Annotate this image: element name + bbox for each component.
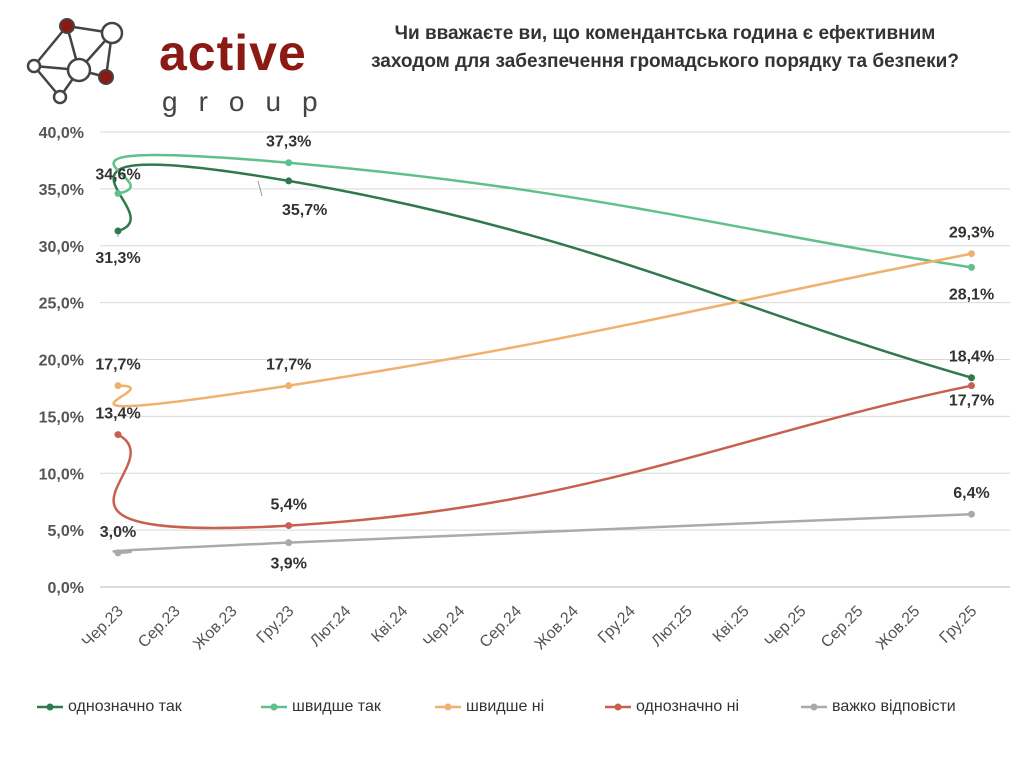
data-label: 34,6%	[95, 166, 140, 183]
series-line	[112, 512, 972, 555]
x-tick-label: Сер.24	[477, 603, 526, 652]
series-line	[112, 252, 972, 408]
legend-item: швидше так	[260, 698, 381, 716]
data-label: 31,3%	[95, 250, 140, 267]
x-tick-label: Сер.23	[135, 603, 184, 652]
data-label: 17,7%	[266, 357, 311, 374]
data-point	[968, 250, 975, 258]
x-tick-label: Гру.23	[254, 603, 298, 647]
legend-label: швидше так	[292, 698, 381, 715]
y-tick-label: 0,0%	[48, 580, 84, 597]
y-tick-label: 10,0%	[39, 466, 84, 483]
data-point	[114, 227, 122, 235]
chart-title: Чи вважаєте ви, що комендантська година …	[320, 20, 1010, 76]
series-line	[112, 153, 972, 269]
data-label: 28,1%	[949, 286, 994, 303]
x-tick-label: Лют.24	[307, 603, 354, 650]
legend-label: важко відповісти	[832, 698, 956, 715]
data-point	[114, 382, 122, 390]
data-point	[285, 539, 293, 547]
data-label: 37,3%	[266, 134, 311, 151]
x-tick-label: Кві.25	[710, 603, 753, 646]
data-label: 35,7%	[282, 202, 327, 219]
logo-subword: group	[162, 86, 339, 117]
x-tick-label: Гру.25	[936, 603, 980, 647]
legend-label: однозначно ні	[636, 698, 740, 715]
y-tick-label: 15,0%	[39, 409, 84, 426]
legend-swatch	[261, 703, 287, 711]
legend-item: однозначно ні	[604, 698, 739, 716]
data-label: 17,7%	[949, 393, 994, 410]
legend-swatch	[605, 703, 631, 711]
data-label: 6,4%	[953, 485, 989, 502]
chart-title-line-1: Чи вважаєте ви, що комендантська година …	[394, 23, 936, 44]
logo-network-icon	[26, 18, 124, 105]
x-tick-label: Жов.24	[532, 603, 582, 653]
x-tick-label: Кві.24	[368, 603, 411, 646]
legend-label: швидше ні	[466, 698, 545, 715]
x-tick-label: Сер.25	[818, 603, 867, 652]
data-label: 18,4%	[949, 349, 994, 366]
data-label: 17,7%	[95, 357, 140, 374]
logo-word: active	[159, 25, 307, 81]
data-point	[114, 549, 122, 557]
leader-line	[257, 180, 263, 197]
data-point	[285, 382, 293, 390]
legend-swatch	[801, 703, 827, 711]
legend-swatch	[435, 703, 461, 711]
series-line	[112, 163, 972, 379]
x-tick-label: Жов.25	[873, 603, 923, 653]
data-point	[285, 159, 293, 167]
x-tick-label: Жов.23	[190, 603, 240, 653]
chart-title-line-2: заходом для забезпечення громадського по…	[371, 51, 959, 72]
line-chart: 0,0% 5,0% 10,0% 15,0% 20,0% 25,0% 30,0% 35,0% 40…	[39, 125, 1010, 653]
data-point	[285, 177, 293, 185]
x-tick-label: Чер.25	[762, 603, 810, 651]
data-point	[114, 189, 122, 197]
data-label: 3,9%	[270, 556, 306, 573]
x-tick-label: Чер.23	[79, 603, 127, 651]
data-label: 3,0%	[100, 524, 136, 541]
chart-legend: однозначно так швидше так швидше ні однозна…	[0, 698, 1024, 724]
data-point	[968, 382, 975, 390]
x-tick-label: Гру.24	[595, 603, 639, 647]
y-tick-label: 30,0%	[39, 239, 84, 256]
data-point	[968, 510, 975, 518]
x-tick-label: Лют.25	[648, 603, 695, 650]
legend-item: однозначно так	[36, 698, 182, 716]
data-point	[968, 263, 975, 271]
y-tick-label: 35,0%	[39, 182, 84, 199]
y-tick-label: 5,0%	[48, 523, 84, 540]
y-tick-label: 25,0%	[39, 296, 84, 313]
logo: active group	[22, 14, 318, 116]
data-point	[114, 431, 122, 439]
data-label: 5,4%	[270, 497, 306, 514]
series-line	[112, 384, 972, 530]
data-point	[285, 522, 293, 530]
legend-item: швидше ні	[434, 698, 544, 716]
data-label: 13,4%	[95, 406, 140, 423]
x-tick-label: Чер.24	[420, 603, 468, 651]
y-tick-label: 40,0%	[39, 125, 84, 142]
data-point	[968, 374, 975, 382]
legend-swatch	[37, 703, 63, 711]
y-tick-label: 20,0%	[39, 353, 84, 370]
legend-label: однозначно так	[68, 698, 182, 715]
legend-item: важко відповісти	[800, 698, 956, 716]
data-label: 29,3%	[949, 225, 994, 242]
